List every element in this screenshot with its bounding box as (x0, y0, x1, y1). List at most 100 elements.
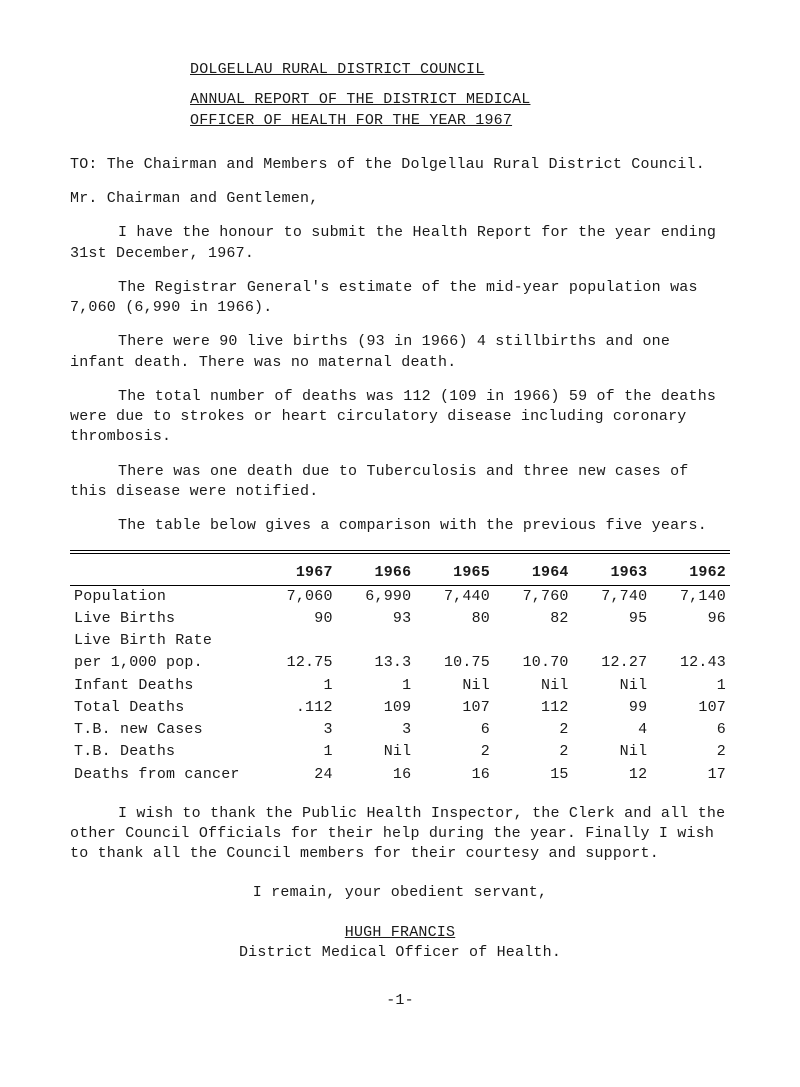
para-8: I remain, your obedient servant, (70, 883, 730, 903)
cell: 12.27 (573, 652, 652, 674)
table-header-row: 1967 1966 1965 1964 1963 1962 (70, 562, 730, 585)
table-row: per 1,000 pop.12.7513.310.7510.7012.2712… (70, 652, 730, 674)
cell: Nil (415, 675, 494, 697)
title-line-3: OFFICER OF HEALTH FOR THE YEAR 1967 (190, 111, 730, 131)
mr-line: Mr. Chairman and Gentlemen, (70, 189, 730, 209)
cell: 12.75 (258, 652, 337, 674)
cell: 1 (651, 675, 730, 697)
cell: 1 (258, 741, 337, 763)
table-row: Live Birth Rate (70, 630, 730, 652)
para-5: There was one death due to Tuberculosis … (70, 462, 730, 503)
page-number: -1- (70, 991, 730, 1011)
cell: 1 (337, 675, 416, 697)
year-col: 1964 (494, 562, 573, 585)
cell: 12 (573, 764, 652, 786)
cell: 6 (651, 719, 730, 741)
year-col: 1965 (415, 562, 494, 585)
row-label: T.B. Deaths (70, 741, 258, 763)
row-label: per 1,000 pop. (70, 652, 258, 674)
cell: 2 (415, 741, 494, 763)
cell: 6,990 (337, 585, 416, 608)
cell: Nil (337, 741, 416, 763)
cell: 109 (337, 697, 416, 719)
cell (651, 630, 730, 652)
cell: 16 (337, 764, 416, 786)
cell: 6 (415, 719, 494, 741)
table-row: Total Deaths.11210910711299107 (70, 697, 730, 719)
signature-block: HUGH FRANCIS District Medical Officer of… (70, 923, 730, 964)
cell: 7,440 (415, 585, 494, 608)
table-row: Deaths from cancer241616151217 (70, 764, 730, 786)
cell: 2 (651, 741, 730, 763)
year-col: 1967 (258, 562, 337, 585)
cell (494, 630, 573, 652)
table-top-rule-1 (70, 550, 730, 551)
cell: 4 (573, 719, 652, 741)
signature-name: HUGH FRANCIS (345, 924, 455, 941)
title-block: DOLGELLAU RURAL DISTRICT COUNCIL ANNUAL … (190, 60, 730, 131)
table-top-rule-2 (70, 553, 730, 554)
cell: 24 (258, 764, 337, 786)
cell: 2 (494, 741, 573, 763)
para-1: I have the honour to submit the Health R… (70, 223, 730, 264)
cell (415, 630, 494, 652)
signature-title: District Medical Officer of Health. (70, 943, 730, 963)
table-row: Live Births909380829596 (70, 608, 730, 630)
cell: 7,740 (573, 585, 652, 608)
cell: 2 (494, 719, 573, 741)
cell: 13.3 (337, 652, 416, 674)
cell: 16 (415, 764, 494, 786)
comparison-table: 1967 1966 1965 1964 1963 1962 Population… (70, 562, 730, 786)
para-6: The table below gives a comparison with … (70, 516, 730, 536)
cell: 99 (573, 697, 652, 719)
cell: Nil (573, 741, 652, 763)
cell: Nil (494, 675, 573, 697)
row-label: Population (70, 585, 258, 608)
para-4: The total number of deaths was 112 (109 … (70, 387, 730, 448)
year-col: 1963 (573, 562, 652, 585)
to-line: TO: The Chairman and Members of the Dolg… (70, 155, 730, 175)
title-line-1: DOLGELLAU RURAL DISTRICT COUNCIL (190, 60, 730, 80)
row-label: Live Birth Rate (70, 630, 258, 652)
row-label: Deaths from cancer (70, 764, 258, 786)
para-3: There were 90 live births (93 in 1966) 4… (70, 332, 730, 373)
table-row: Infant Deaths11NilNilNil1 (70, 675, 730, 697)
para-7: I wish to thank the Public Health Inspec… (70, 804, 730, 865)
year-col: 1966 (337, 562, 416, 585)
cell: 1 (258, 675, 337, 697)
cell: 107 (415, 697, 494, 719)
cell: 80 (415, 608, 494, 630)
year-col: 1962 (651, 562, 730, 585)
cell: 10.70 (494, 652, 573, 674)
cell: 7,760 (494, 585, 573, 608)
cell: 90 (258, 608, 337, 630)
cell: 3 (258, 719, 337, 741)
row-label: Total Deaths (70, 697, 258, 719)
para-2: The Registrar General's estimate of the … (70, 278, 730, 319)
header-blank (70, 562, 258, 585)
cell: 12.43 (651, 652, 730, 674)
cell: 112 (494, 697, 573, 719)
table-row: T.B. Deaths1Nil22Nil2 (70, 741, 730, 763)
cell (337, 630, 416, 652)
cell: 93 (337, 608, 416, 630)
cell: Nil (573, 675, 652, 697)
row-label: Live Births (70, 608, 258, 630)
title-line-2: ANNUAL REPORT OF THE DISTRICT MEDICAL (190, 90, 730, 110)
cell: 3 (337, 719, 416, 741)
cell: 96 (651, 608, 730, 630)
cell: 95 (573, 608, 652, 630)
table-row: T.B. new Cases336246 (70, 719, 730, 741)
cell: .112 (258, 697, 337, 719)
table-row: Population7,0606,9907,4407,7607,7407,140 (70, 585, 730, 608)
cell: 7,060 (258, 585, 337, 608)
cell: 15 (494, 764, 573, 786)
cell: 82 (494, 608, 573, 630)
cell: 10.75 (415, 652, 494, 674)
cell (258, 630, 337, 652)
row-label: T.B. new Cases (70, 719, 258, 741)
cell: 107 (651, 697, 730, 719)
cell: 7,140 (651, 585, 730, 608)
cell: 17 (651, 764, 730, 786)
cell (573, 630, 652, 652)
